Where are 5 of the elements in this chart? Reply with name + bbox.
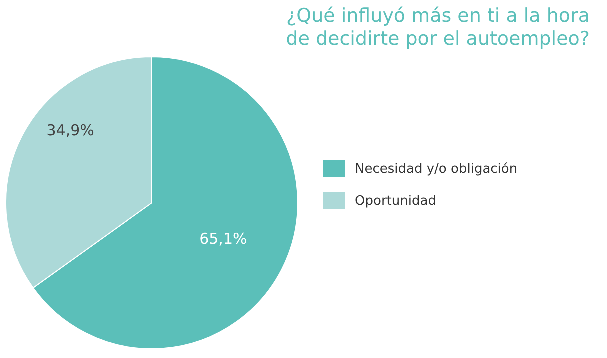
legend-label: Necesidad y/o obligación <box>355 162 518 177</box>
chart-title: ¿Qué influyó más en ti a la hora de decidirte por el autoempleo? <box>286 5 590 50</box>
data-label: 34,9% <box>46 121 94 140</box>
data-label: 65,1% <box>200 230 248 248</box>
legend-label: Oportunidad <box>355 194 436 209</box>
